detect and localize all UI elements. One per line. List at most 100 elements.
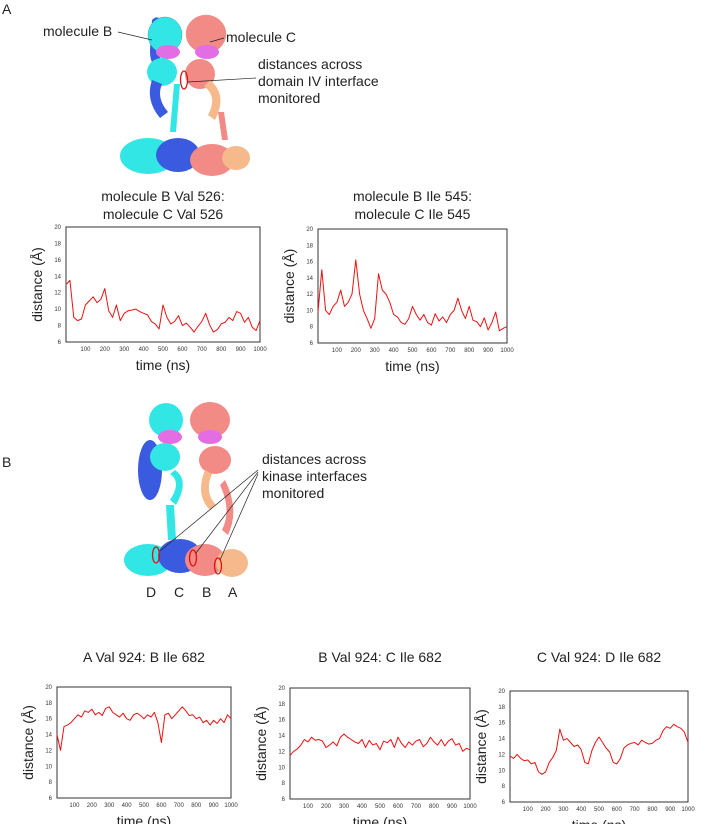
y-tick-label: 14: [306, 276, 313, 282]
panel-letter-b: B: [2, 454, 11, 470]
annotation-line-3: monitored: [258, 90, 320, 106]
series-line: [509, 723, 689, 775]
x-tick-label: 800: [429, 804, 440, 810]
y-tick-label: 20: [306, 227, 313, 233]
x-tick-label: 800: [216, 347, 227, 353]
x-tick-label: 500: [139, 803, 150, 809]
x-tick-label: 200: [541, 807, 552, 813]
annotation-line-1: distances across: [258, 56, 362, 72]
x-tick-label: 600: [177, 347, 188, 353]
y-tick-label: 16: [45, 717, 52, 723]
diagram-b: [124, 402, 259, 577]
chart-3: A Val 924: B Ile 682 6 8 10 12 14 16 18 20 100 200…: [20, 649, 238, 829]
x-tick-label: 600: [612, 807, 623, 813]
label-molecule-b: molecule B: [43, 23, 112, 39]
x-tick-label: 100: [332, 348, 343, 354]
x-tick-label: 700: [411, 804, 422, 810]
x-tick-label: 300: [558, 807, 569, 813]
mol-c-stalk: [166, 505, 176, 540]
leader-line: [117, 31, 153, 41]
panel-letter-a: A: [2, 1, 12, 17]
y-axis-label: distance (Å): [20, 705, 36, 780]
x-tick-label: 300: [104, 803, 115, 809]
x-tick-label: 900: [447, 804, 458, 810]
x-tick-label: 400: [576, 807, 587, 813]
y-tick-label: 10: [306, 308, 313, 314]
mol-c-arm: [170, 470, 183, 505]
chart-title: molecule C Ile 545: [355, 206, 471, 222]
x-tick-label: 100: [80, 347, 91, 353]
series-line: [56, 706, 232, 751]
y-tick-label: 6: [49, 796, 53, 802]
mol-b-stalk: [170, 84, 180, 132]
leader-line: [219, 473, 259, 561]
y-tick-label: 12: [45, 748, 52, 754]
x-tick-label: 1000: [463, 804, 477, 810]
mol-b-head: [190, 402, 230, 438]
mol-c-magenta: [195, 45, 219, 59]
leader-line: [209, 37, 225, 43]
x-tick-label: 100: [303, 804, 314, 810]
mol-b-magenta: [198, 430, 222, 444]
y-tick-label: 18: [498, 705, 505, 711]
x-tick-label: 100: [523, 807, 534, 813]
y-tick-label: 16: [54, 258, 61, 264]
chart-title: B Val 924: C Ile 682: [318, 649, 442, 665]
y-tick-label: 14: [498, 737, 505, 743]
interface-marker: [188, 549, 198, 567]
kinase-a: [216, 549, 248, 577]
x-tick-label: 500: [407, 348, 418, 354]
y-tick-label: 6: [310, 341, 314, 347]
mol-b-body: [147, 58, 177, 86]
y-tick-label: 12: [54, 291, 61, 297]
mol-a-arm: [220, 480, 234, 535]
x-tick-label: 900: [236, 347, 247, 353]
y-tick-label: 8: [502, 784, 506, 790]
mol-b-body: [199, 446, 231, 474]
x-tick-label: 200: [87, 803, 98, 809]
x-tick-label: 200: [321, 804, 332, 810]
x-tick-label: 500: [375, 804, 386, 810]
x-tick-label: 400: [139, 347, 150, 353]
x-tick-label: 800: [464, 348, 475, 354]
x-tick-label: 1000: [500, 348, 514, 354]
y-tick-label: 8: [58, 324, 62, 330]
interface-marker: [213, 557, 223, 575]
x-axis-label: time (ns): [572, 817, 626, 824]
y-tick-label: 18: [54, 241, 61, 247]
y-tick-label: 12: [306, 292, 313, 298]
interface-marker: [151, 546, 161, 564]
plot-frame: [509, 690, 689, 803]
leader-line: [187, 77, 257, 83]
y-tick-label: 18: [278, 702, 285, 708]
chart-5: C Val 924: D Ile 682 6 8 10 12 14 16 18 20 100 200…: [473, 649, 695, 829]
y-tick-label: 14: [54, 274, 61, 280]
chart-title: molecule C Val 526: [103, 206, 224, 222]
x-tick-label: 700: [197, 347, 208, 353]
y-tick-label: 14: [45, 733, 52, 739]
chart-1: molecule B Val 526: molecule C Val 526 6 8 1…: [29, 188, 267, 373]
x-tick-label: 900: [665, 807, 676, 813]
y-tick-label: 20: [498, 689, 505, 695]
x-tick-label: 800: [647, 807, 658, 813]
molecule-letter-b: B: [202, 584, 211, 600]
x-tick-label: 1000: [681, 807, 695, 813]
x-tick-label: 500: [594, 807, 605, 813]
y-tick-label: 8: [310, 325, 314, 331]
mol-c-stalk: [218, 112, 228, 140]
annotation-line-2: domain IV interface: [258, 73, 379, 89]
x-tick-label: 100: [69, 803, 80, 809]
mol-c-kinase-n: [190, 144, 234, 176]
mol-b-arm: [201, 470, 216, 510]
y-tick-label: 16: [278, 718, 285, 724]
mol-b-arm: [149, 80, 168, 118]
x-tick-label: 1000: [224, 803, 238, 809]
x-tick-label: 300: [119, 347, 130, 353]
mol-c-body: [150, 443, 180, 471]
series-line: [65, 279, 261, 333]
chart-2: molecule B Ile 545: molecule C Ile 545 6 8 1…: [281, 188, 514, 374]
x-tick-label: 300: [370, 348, 381, 354]
x-tick-label: 600: [393, 804, 404, 810]
chart-4: B Val 924: C Ile 682 6 8 10 12 14 16 18 20 100 200…: [253, 649, 477, 829]
